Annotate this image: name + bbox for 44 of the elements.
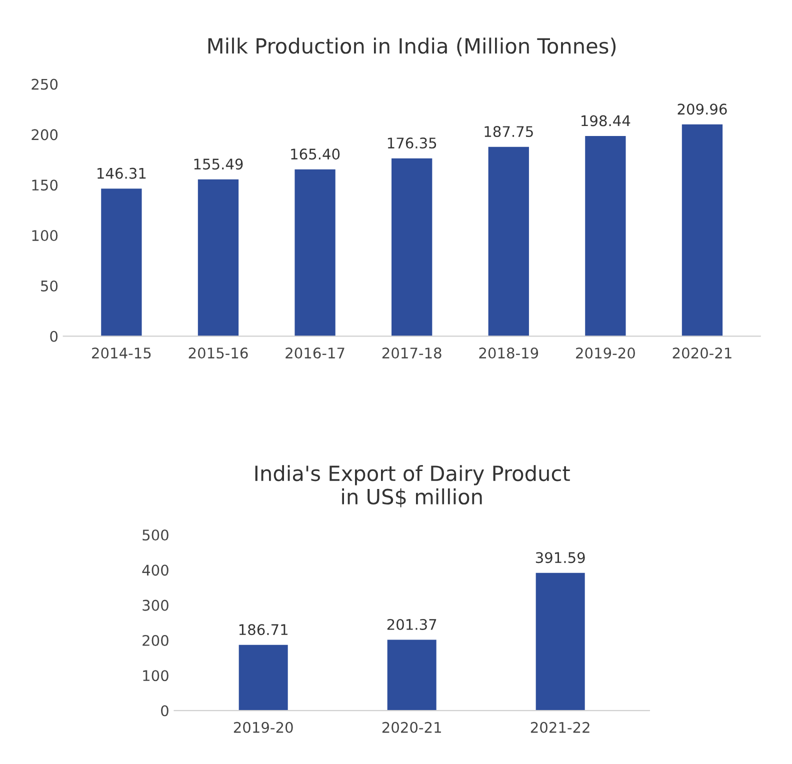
data-label: 209.96 <box>678 104 727 115</box>
y-tick-label: 100 <box>32 230 58 242</box>
data-label: 176.35 <box>388 138 436 149</box>
x-tick-label: 2020-21 <box>672 348 732 359</box>
y-tick-label: 200 <box>142 634 168 646</box>
data-label: 198.44 <box>582 115 630 126</box>
bar <box>682 124 723 336</box>
bar <box>101 188 142 336</box>
y-tick-label: 300 <box>142 600 168 611</box>
y-tick-label: 150 <box>32 180 58 191</box>
x-tick-label: 2019-20 <box>234 722 293 733</box>
chart-title: Milk Production in India (Million Tonnes) <box>208 38 616 56</box>
y-tick-label: 400 <box>142 564 168 576</box>
x-tick-label: 2021-22 <box>530 722 590 733</box>
x-tick-label: 2016-17 <box>286 348 344 359</box>
x-tick-label: 2014-15 <box>92 348 151 359</box>
bar <box>585 136 626 336</box>
data-label: 186.71 <box>239 624 288 636</box>
bar <box>238 644 288 711</box>
y-tick-label: 50 <box>41 280 58 292</box>
x-tick-label: 2018-19 <box>479 348 538 359</box>
chart-title: India's Export of Dairy Product in US$ million <box>255 465 570 508</box>
bar <box>294 169 336 336</box>
x-tick-label: 2019-20 <box>576 348 635 359</box>
x-tick-label: 2015-16 <box>188 348 248 359</box>
bar <box>488 146 529 336</box>
data-label: 391.59 <box>536 552 585 564</box>
data-label: 146.31 <box>98 168 146 179</box>
y-tick-label: 0 <box>161 705 168 716</box>
y-tick-label: 100 <box>143 670 168 682</box>
x-tick-label: 2017-18 <box>382 348 442 359</box>
data-label: 165.40 <box>291 148 340 160</box>
data-label: 201.37 <box>387 618 436 630</box>
y-tick-label: 250 <box>32 78 58 90</box>
data-label: 187.75 <box>484 126 533 138</box>
y-tick-label: 0 <box>50 330 58 342</box>
y-tick-label: 200 <box>32 129 58 140</box>
data-label: 155.49 <box>194 158 243 170</box>
x-tick-label: 2020-21 <box>382 722 441 733</box>
bar <box>392 158 432 336</box>
bar <box>198 179 239 336</box>
bar <box>387 640 436 711</box>
bar <box>536 572 585 711</box>
y-tick-label: 500 <box>142 530 168 541</box>
